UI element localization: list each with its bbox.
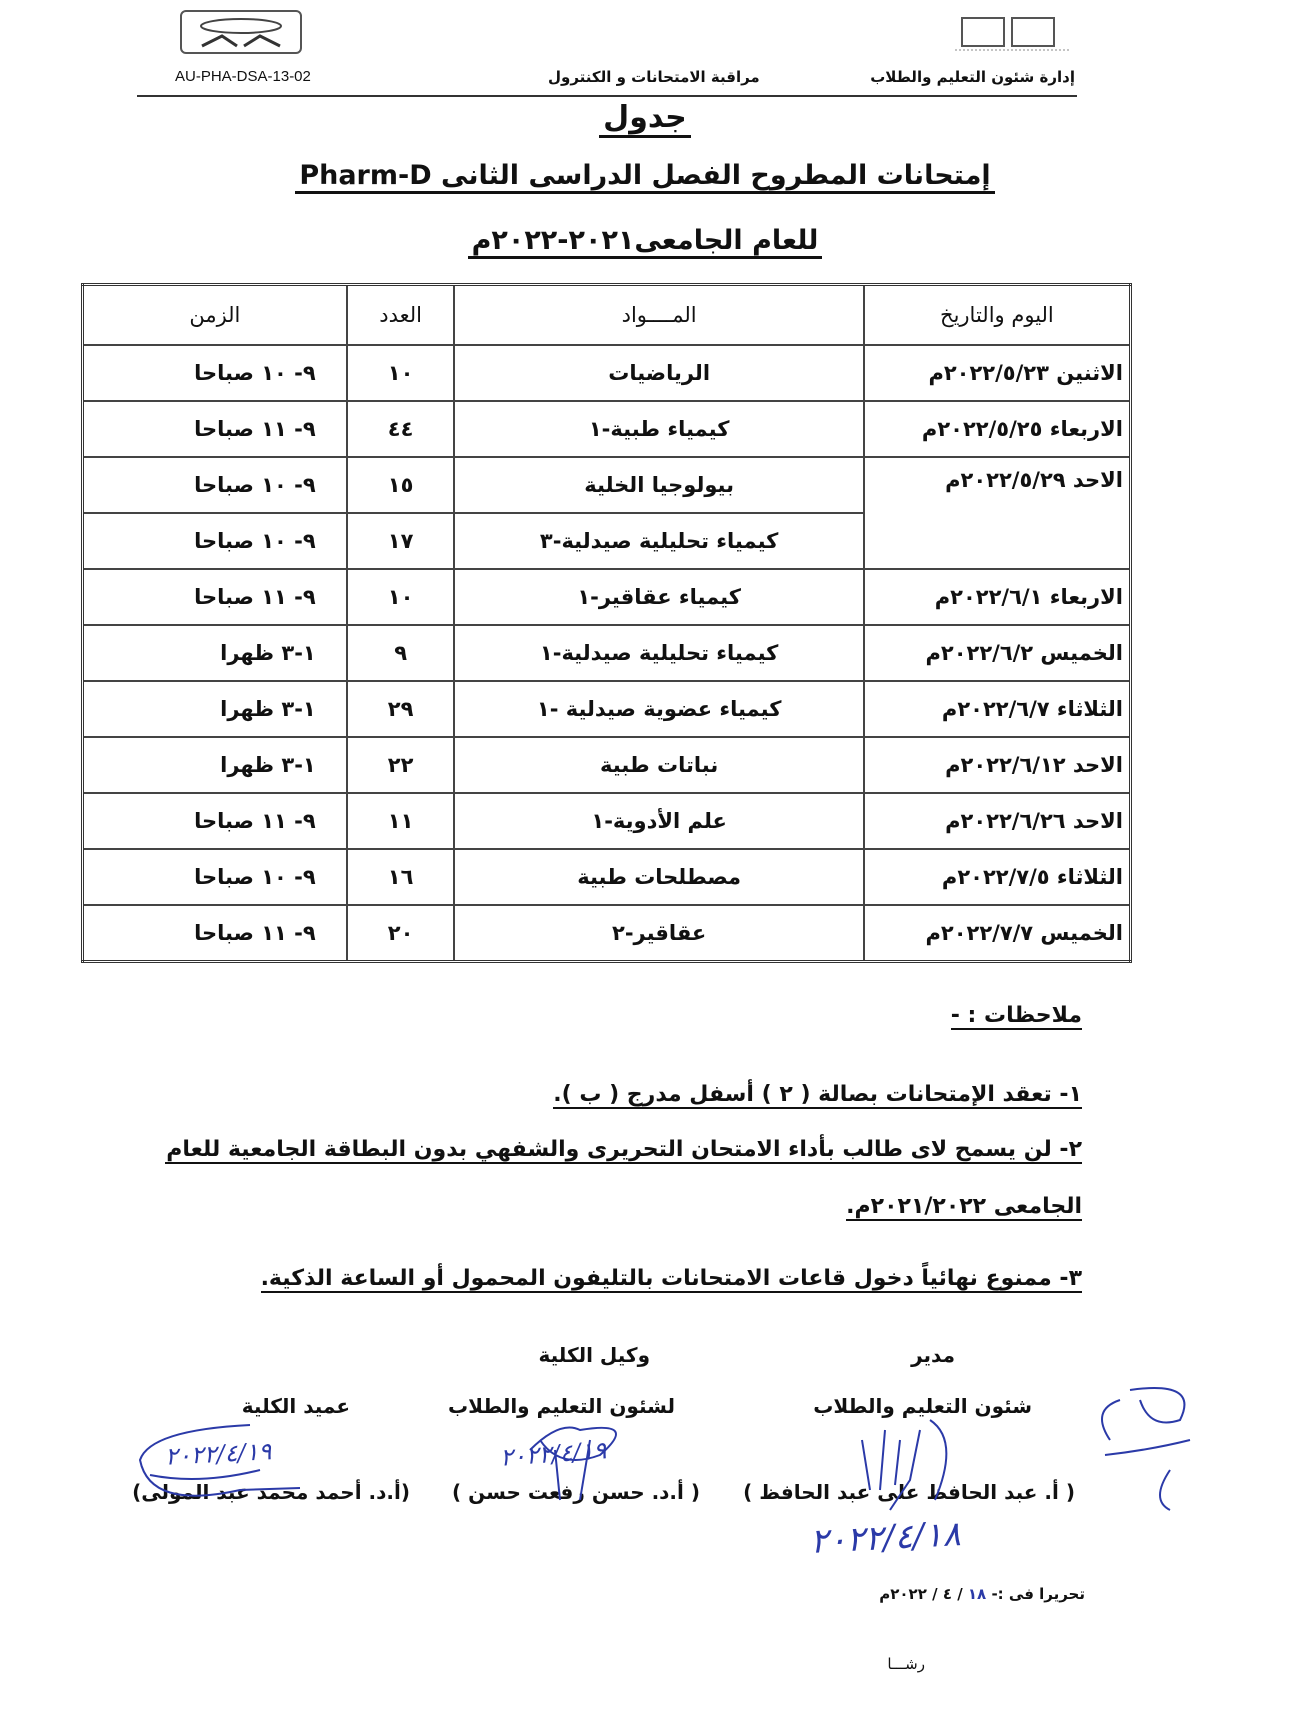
count-cell: ٢٠ bbox=[345, 904, 456, 963]
date-cell: الثلاثاء ٢٠٢٢/٦/٧م bbox=[862, 680, 1132, 738]
time-cell: ٩- ١٠ صباحا bbox=[81, 848, 348, 906]
subject-cell: مصطلحات طبية bbox=[453, 848, 865, 906]
subject-cell: عقاقير-٢ bbox=[453, 904, 865, 963]
subject-cell: كيمياء تحليلية صيدلية-١ bbox=[453, 624, 865, 682]
date-cell: الاربعاء ٢٠٢٢/٦/١م bbox=[862, 568, 1132, 626]
sig3-title2: عميد الكلية bbox=[241, 1394, 350, 1418]
header-center-text: مراقبة الامتحانات و الكنترول bbox=[548, 68, 760, 86]
subject-cell: بيولوجيا الخلية bbox=[453, 456, 865, 514]
table-row: الاحد ٢٠٢٢/٥/٢٩م بيولوجيا الخلية ١٥ ٩- ١٠ ص… bbox=[81, 456, 1132, 570]
count-cell: ٩ bbox=[345, 624, 456, 682]
subject-cell: كيمياء عضوية صيدلية -١ bbox=[453, 680, 865, 738]
time-cell: ٩- ١١ صباحا bbox=[81, 904, 348, 963]
date-cell: الخميس ٢٠٢٢/٧/٧م bbox=[862, 904, 1132, 963]
header-subject: المــــواد bbox=[453, 283, 865, 346]
table-row: الخميس ٢٠٢٢/٧/٧م عقاقير-٢ ٢٠ ٩- ١١ صباحا bbox=[81, 904, 1132, 963]
subject-cell: كيمياء طبية-١ bbox=[453, 400, 865, 458]
table-row: الاربعاء ٢٠٢٢/٦/١م كيمياء عقاقير-١ ١٠ ٩- ١١… bbox=[81, 568, 1132, 626]
count-cell: ٢٢ bbox=[345, 736, 456, 794]
table-row: الثلاثاء ٢٠٢٢/٧/٥م مصطلحات طبية ١٦ ٩- ١٠ صب… bbox=[81, 848, 1132, 906]
table-row: كيمياء تحليلية صيدلية-٣ ١٧ ٩- ١٠ صباحا bbox=[81, 512, 1131, 570]
written-date: تحريرا فى :- ١٨ / ٤ / ٢٠٢٢م bbox=[879, 1585, 1085, 1603]
time-cell: ١-٣ ظهرا bbox=[81, 624, 348, 682]
subject-cell: نباتات طبية bbox=[453, 736, 865, 794]
date-cell: الاربعاء ٢٠٢٢/٥/٢٥م bbox=[862, 400, 1132, 458]
table-header-row: اليوم والتاريخ المــــواد العدد الزمن bbox=[81, 283, 1132, 346]
exam-schedule-table: اليوم والتاريخ المــــواد العدد الزمن ال… bbox=[81, 283, 1132, 963]
sig2-title1: وكيل الكلية bbox=[538, 1343, 651, 1367]
margin-scribble bbox=[1101, 1387, 1191, 1511]
count-cell: ١١ bbox=[345, 792, 456, 850]
subject-cell: كيمياء تحليلية صيدلية-٣ bbox=[453, 512, 865, 570]
aua-logo-icon bbox=[200, 18, 282, 48]
doc-code: AU-PHA-DSA-13-02 bbox=[175, 68, 311, 85]
sig1-title2: شئون التعليم والطلاب bbox=[813, 1394, 1032, 1418]
table-row: الثلاثاء ٢٠٢٢/٦/٧م كيمياء عضوية صيدلية -١… bbox=[81, 680, 1132, 738]
time-cell: ٩- ١٠ صباحا bbox=[81, 344, 348, 402]
title-line1: جدول bbox=[0, 100, 1290, 138]
date-cell: الاثنين ٢٠٢٢/٥/٢٣م bbox=[862, 344, 1132, 402]
header-right-text: إدارة شئون التعليم والطلاب bbox=[870, 68, 1075, 86]
sig1-handwritten-date: ٢٠٢٢/٤/١٨ bbox=[809, 1514, 962, 1562]
subject-cell: الرياضيات bbox=[453, 344, 865, 402]
subject-cell: علم الأدوية-١ bbox=[453, 792, 865, 850]
sig1-scribble bbox=[861, 1419, 948, 1511]
count-cell: ١٥ bbox=[345, 456, 456, 514]
table-row: الاثنين ٢٠٢٢/٥/٢٣م الرياضيات ١٠ ٩- ١٠ صباحا bbox=[81, 344, 1132, 402]
time-cell: ٩- ١١ صباحا bbox=[81, 568, 348, 626]
sig3-name: (أ.د. أحمد محمد عبد المولى) bbox=[132, 1480, 410, 1504]
written-rest: / ٤ / ٢٠٢٢م bbox=[879, 1585, 963, 1603]
sig3-scribble bbox=[138, 1424, 301, 1497]
count-cell: ١٧ bbox=[345, 512, 456, 570]
count-cell: ٢٩ bbox=[345, 680, 456, 738]
sig2-name: ( أ.د. حسن رفعت حسن ) bbox=[451, 1480, 700, 1504]
note-2: ٢- لن يسمح لاى طالب بأداء الامتحان التحر… bbox=[165, 1137, 1082, 1164]
written-day: ١٨ bbox=[967, 1585, 987, 1603]
written-label: تحريرا فى :- bbox=[991, 1585, 1085, 1603]
table-row: الاحد ٢٠٢٢/٦/٢٦م علم الأدوية-١ ١١ ٩- ١١ صبا… bbox=[81, 792, 1132, 850]
subject-cell: كيمياء عقاقير-١ bbox=[453, 568, 865, 626]
time-cell: ١-٣ ظهرا bbox=[81, 680, 348, 738]
header-divider bbox=[137, 95, 1077, 97]
time-cell: ٩- ١١ صباحا bbox=[81, 792, 348, 850]
date-cell: الاحد ٢٠٢٢/٦/٢٦م bbox=[862, 792, 1132, 850]
left-logo bbox=[180, 10, 302, 54]
typist-name: رشـــا bbox=[887, 1655, 925, 1673]
header-count: العدد bbox=[345, 283, 456, 346]
right-logo bbox=[950, 12, 1075, 52]
sig1-title1: مدير bbox=[911, 1343, 955, 1367]
note-3: ٣- ممنوع نهائياً دخول قاعات الامتحانات ب… bbox=[260, 1266, 1082, 1293]
date-cell: الثلاثاء ٢٠٢٢/٧/٥م bbox=[862, 848, 1132, 906]
note-2-continued: الجامعى ٢٠٢١/٢٠٢٢م. bbox=[846, 1194, 1082, 1221]
count-cell: ١٦ bbox=[345, 848, 456, 906]
table-row: الاحد ٢٠٢٢/٦/١٢م نباتات طبية ٢٢ ١-٣ ظهرا bbox=[81, 736, 1132, 794]
title-text: جدول bbox=[599, 100, 691, 138]
table-row: الاربعاء ٢٠٢٢/٥/٢٥م كيمياء طبية-١ ٤٤ ٩- ١١ … bbox=[81, 400, 1132, 458]
date-cell: الخميس ٢٠٢٢/٦/٢م bbox=[862, 624, 1132, 682]
sig3-handwritten-date: ٢٠٢٢/٤/١٩ bbox=[164, 1437, 273, 1471]
header-time: الزمن bbox=[81, 283, 348, 346]
title-line2: إمتحانات المطروح الفصل الدراسى الثانى Ph… bbox=[0, 160, 1290, 194]
count-cell: ١٠ bbox=[345, 344, 456, 402]
note-1: ١- تعقد الإمتحانات بصالة ( ٢ ) أسفل مدرج… bbox=[553, 1082, 1082, 1109]
date-cell: الاحد ٢٠٢٢/٥/٢٩م bbox=[862, 456, 1132, 570]
time-cell: ٩- ١٠ صباحا bbox=[81, 512, 348, 570]
time-cell: ٩- ١١ صباحا bbox=[81, 400, 348, 458]
count-cell: ٤٤ bbox=[345, 400, 456, 458]
sig2-scribble bbox=[529, 1426, 617, 1501]
header-date: اليوم والتاريخ bbox=[862, 283, 1132, 346]
date-cell: الاحد ٢٠٢٢/٦/١٢م bbox=[862, 736, 1132, 794]
university-logo-icon bbox=[955, 17, 1070, 51]
sig2-title2: لشئون التعليم والطلاب bbox=[448, 1394, 675, 1418]
notes-heading: ملاحظات : - bbox=[950, 1003, 1082, 1030]
sig1-name: ( أ. عبد الحافظ على عبد الحافظ ) bbox=[743, 1480, 1075, 1504]
table-row: الخميس ٢٠٢٢/٦/٢م كيمياء تحليلية صيدلية-١ ٩… bbox=[81, 624, 1132, 682]
title-line3: للعام الجامعى٢٠٢١-٢٠٢٢م bbox=[0, 225, 1290, 259]
handwritten-signatures bbox=[138, 1387, 1191, 1511]
subtitle-text: إمتحانات المطروح الفصل الدراسى الثانى Ph… bbox=[295, 160, 995, 194]
time-cell: ٩- ١٠ صباحا bbox=[81, 456, 348, 514]
count-cell: ١٠ bbox=[345, 568, 456, 626]
time-cell: ١-٣ ظهرا bbox=[81, 736, 348, 794]
academic-year-text: للعام الجامعى٢٠٢١-٢٠٢٢م bbox=[467, 225, 823, 259]
